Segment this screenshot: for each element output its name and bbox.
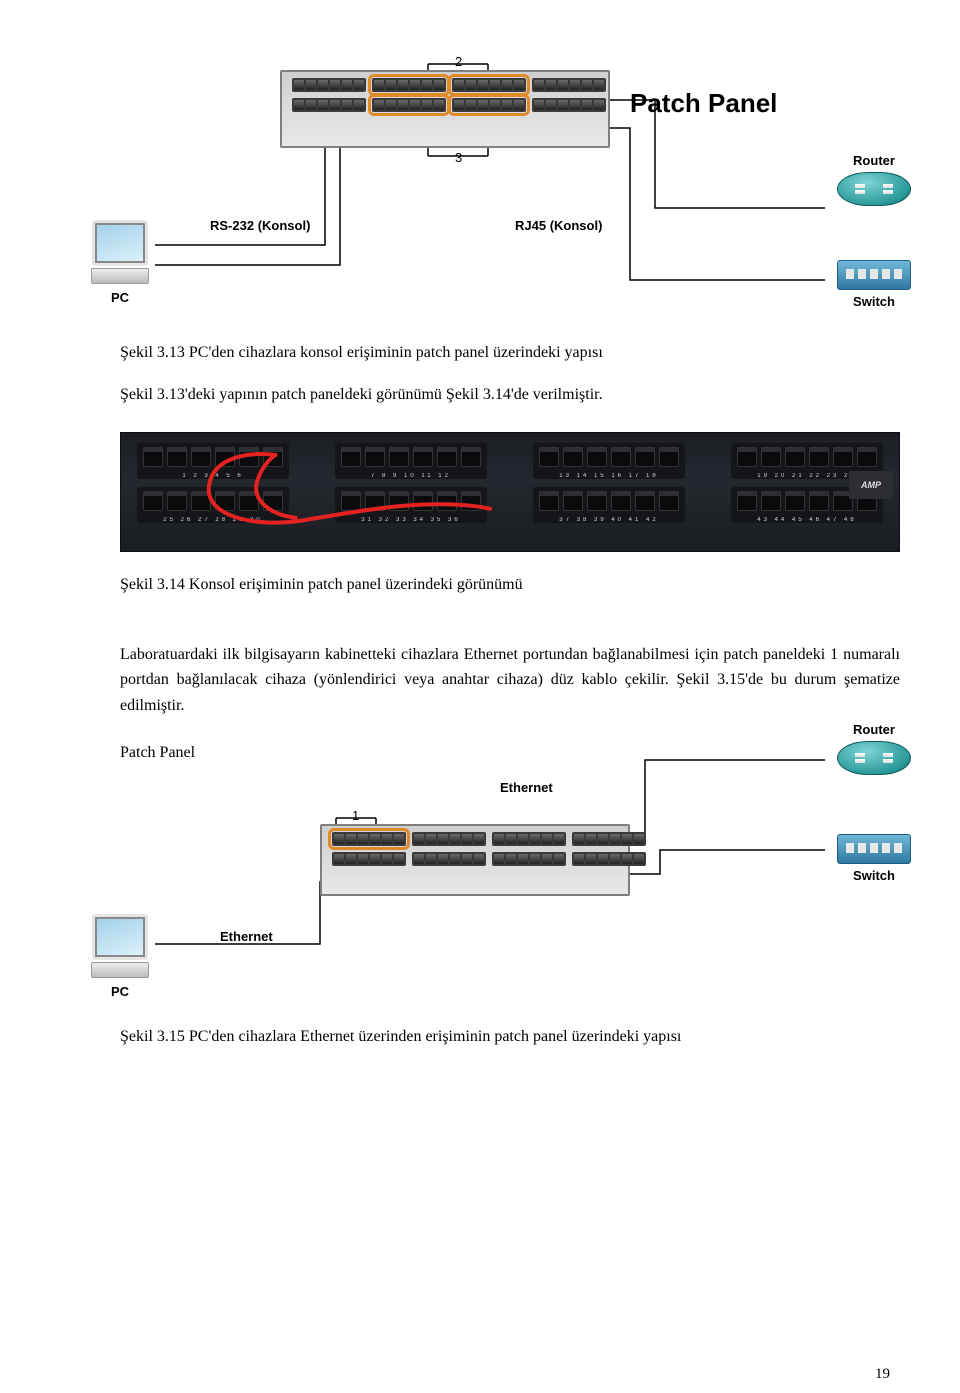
port-group-highlighted bbox=[372, 78, 446, 92]
switch-label: Switch bbox=[828, 294, 920, 309]
caption-3-14: Şekil 3.14 Konsol erişiminin patch panel… bbox=[120, 576, 900, 594]
ethernet-label: Ethernet bbox=[500, 780, 553, 795]
patch-panel-label: Patch Panel bbox=[120, 744, 900, 762]
switch-icon: Switch bbox=[828, 260, 920, 309]
rj45-label: RJ45 (Konsol) bbox=[515, 218, 602, 233]
port-group bbox=[492, 852, 566, 866]
fig3-port-index: 1 bbox=[352, 808, 359, 823]
caption-3-15: Şekil 3.15 PC'den cihazlara Ethernet üze… bbox=[120, 1028, 900, 1046]
caption-3-13: Şekil 3.13 PC'den cihazlara konsol erişi… bbox=[120, 344, 900, 362]
page-number: 19 bbox=[875, 1366, 890, 1383]
ethernet-label: Ethernet bbox=[220, 929, 273, 944]
patch-panel-label: Patch Panel bbox=[630, 88, 777, 119]
rs232-label: RS-232 (Konsol) bbox=[210, 218, 310, 233]
pc-icon: PC bbox=[80, 220, 160, 305]
port-group bbox=[412, 832, 486, 846]
port-group bbox=[412, 852, 486, 866]
fig1-port-index-bottom: 3 bbox=[455, 150, 462, 165]
figure-3-14-photo: 1 2 3 4 5 6 7 8 9 10 11 12 13 14 15 16 1… bbox=[120, 432, 900, 552]
port-group bbox=[332, 852, 406, 866]
patch-panel-icon bbox=[320, 824, 630, 896]
patch-panel-icon bbox=[280, 70, 610, 148]
pc-label: PC bbox=[80, 984, 160, 999]
paragraph-1: Şekil 3.13'deki yapının patch paneldeki … bbox=[120, 382, 900, 408]
port-group-highlighted bbox=[452, 98, 526, 112]
port-group-highlighted bbox=[332, 832, 406, 846]
paragraph-2: Laboratuardaki ilk bilgisayarın kabinett… bbox=[120, 642, 900, 719]
switch-label: Switch bbox=[828, 868, 920, 883]
router-label: Router bbox=[828, 722, 920, 737]
router-label: Router bbox=[828, 153, 920, 168]
red-cable-icon bbox=[121, 433, 899, 553]
router-icon: Router bbox=[828, 744, 920, 775]
port-group bbox=[492, 832, 566, 846]
port-group-highlighted bbox=[452, 78, 526, 92]
port-group bbox=[532, 78, 606, 92]
port-group bbox=[292, 78, 366, 92]
port-group bbox=[572, 832, 646, 846]
fig1-port-index-top: 2 bbox=[455, 54, 462, 69]
port-row bbox=[332, 832, 618, 846]
figure-3-13: 2 3 bbox=[120, 60, 900, 320]
port-row bbox=[332, 852, 618, 866]
port-row bbox=[292, 78, 598, 92]
router-icon: Router bbox=[828, 175, 920, 206]
switch-icon: Switch bbox=[828, 834, 920, 883]
port-group-highlighted bbox=[372, 98, 446, 112]
port-group bbox=[532, 98, 606, 112]
port-group bbox=[292, 98, 366, 112]
port-row bbox=[292, 98, 598, 112]
port-group bbox=[572, 852, 646, 866]
pc-label: PC bbox=[80, 290, 160, 305]
pc-icon: PC bbox=[80, 914, 160, 999]
figure-3-15: 1 bbox=[120, 744, 900, 1004]
